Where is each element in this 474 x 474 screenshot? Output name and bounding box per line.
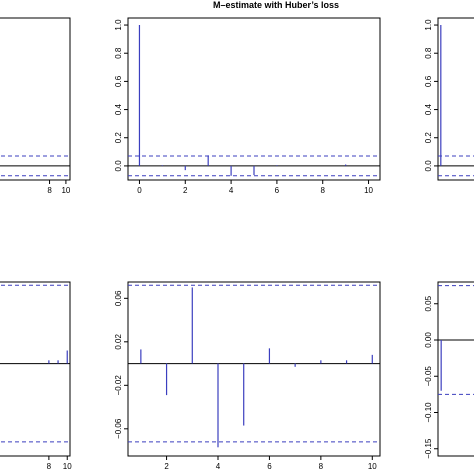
y-tick-label: −0.05 <box>424 366 433 387</box>
y-tick-label: 0.0 <box>114 160 123 172</box>
panel-top-right: 0.0 0.2 0.4 0.6 0.8 1.0 <box>424 17 474 181</box>
x-tick-label: 8 <box>47 462 52 471</box>
x-tick-label: 8 <box>319 462 324 471</box>
y-tick-label: −0.10 <box>424 402 433 423</box>
plot-frame <box>127 17 381 181</box>
x-tick-label: 4 <box>216 462 221 471</box>
y-tick-label: 0.6 <box>114 75 123 87</box>
y-tick-label: 0.8 <box>114 47 123 59</box>
x-tick-label: 10 <box>368 462 377 471</box>
y-tick-label: 0.2 <box>114 132 123 144</box>
x-tick-label: 8 <box>321 186 326 195</box>
panel-top-left: 8 10 <box>0 17 71 195</box>
plot-frame <box>437 281 474 457</box>
panel-top-center: 0 2 4 6 8 10 0.0 0.2 0.4 0.6 0.8 1.0 <box>114 17 381 195</box>
x-tick-label: 6 <box>267 462 272 471</box>
y-tick-label: 0.6 <box>424 75 433 87</box>
plot-frame <box>437 17 474 181</box>
y-tick-label: 0.4 <box>114 103 123 115</box>
y-tick-label: 0.00 <box>424 332 433 348</box>
x-tick-label: 0 <box>137 186 142 195</box>
y-tick-label: 0.02 <box>114 333 123 349</box>
panel-bottom-right: −0.15 −0.10 −0.05 0.00 0.05 <box>424 281 474 459</box>
x-tick-label: 2 <box>164 462 169 471</box>
panel-bottom-center: 2 4 6 8 10 −0.06 −0.02 0.02 0.06 <box>114 281 381 471</box>
panel-bottom-left: 8 10 <box>0 281 72 471</box>
x-tick-label: 4 <box>229 186 234 195</box>
x-tick-label: 8 <box>47 186 52 195</box>
y-tick-label: 0.0 <box>424 160 433 172</box>
x-tick-label: 10 <box>61 186 70 195</box>
y-tick-label: −0.06 <box>114 418 123 439</box>
x-tick-label: 6 <box>275 186 280 195</box>
plot-frame <box>0 281 71 457</box>
y-tick-label: 0.2 <box>424 132 433 144</box>
y-tick-label: −0.15 <box>424 438 433 459</box>
y-tick-label: 1.0 <box>424 19 433 31</box>
plot-frame <box>127 281 381 457</box>
x-tick-label: 2 <box>183 186 188 195</box>
y-tick-label: 0.05 <box>424 295 433 311</box>
y-tick-label: −0.02 <box>114 375 123 396</box>
x-tick-label: 10 <box>63 462 72 471</box>
plot-frame <box>0 17 71 181</box>
y-tick-label: 0.06 <box>114 290 123 306</box>
y-tick-label: 1.0 <box>114 19 123 31</box>
y-tick-label: 0.4 <box>424 103 433 115</box>
y-tick-label: 0.8 <box>424 47 433 59</box>
figure-title: M–estimate with Huber’s loss <box>213 0 339 10</box>
x-tick-label: 10 <box>364 186 373 195</box>
